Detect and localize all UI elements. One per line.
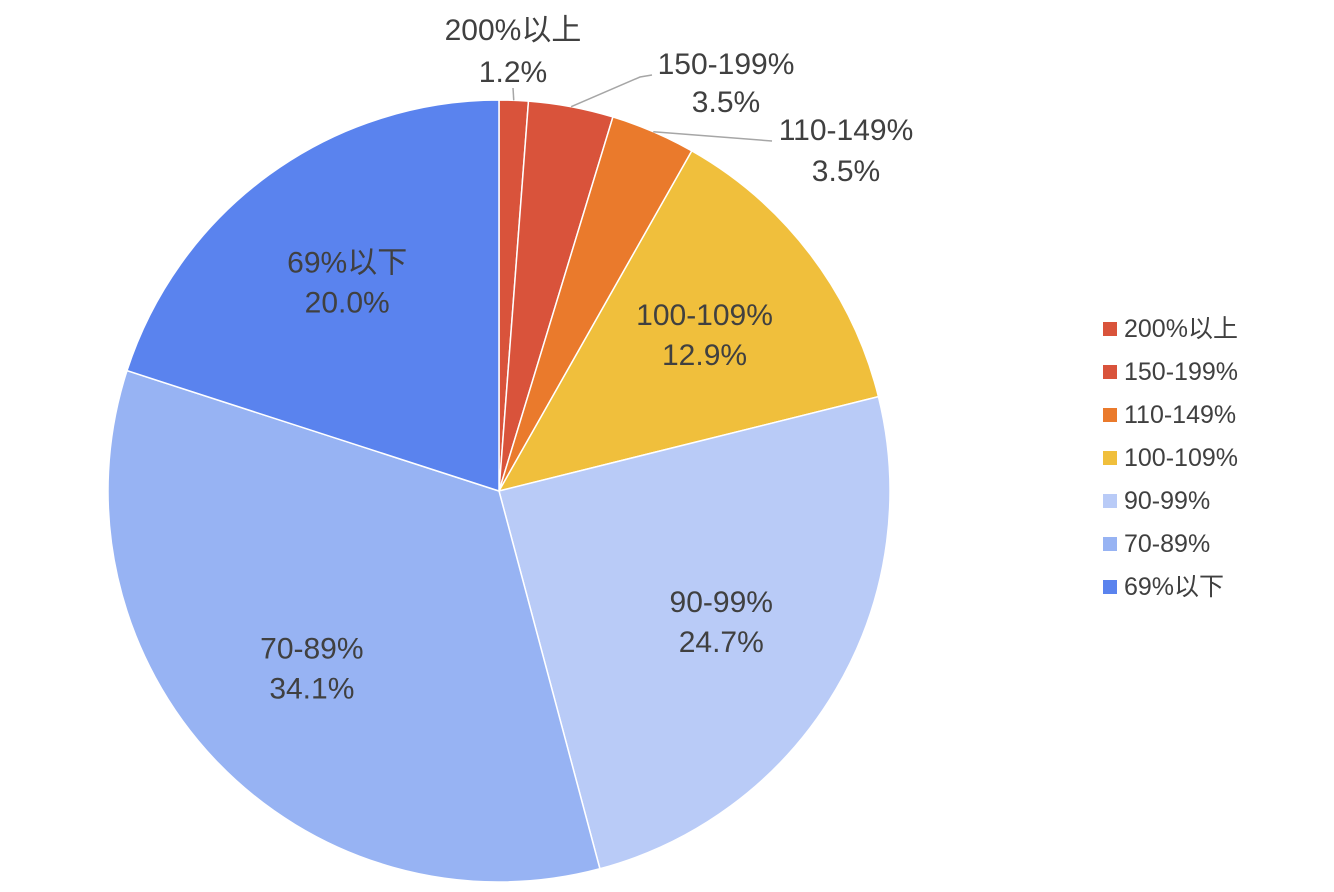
slice-label-category: 100-109% [636,299,773,332]
slice-label-value: 34.1% [269,673,354,706]
pie-slice-6 [107,369,601,883]
leader-line-3 [653,130,773,142]
slice-labels: 200%以上 1.2% 150-199% 3.5% 110-149% 3.5% 100-10… [260,14,913,706]
slice-label-category: 90-99% [670,586,773,619]
pie-slices [107,99,891,883]
slice-label-category: 150-199% [658,48,795,81]
legend-swatch [1103,494,1117,508]
slice-label-value: 3.5% [812,155,880,188]
slice-label-category: 69%以下 [287,246,407,279]
slice-label-value: 20.0% [305,286,390,319]
slice-label-category: 200%以上 [445,14,582,47]
leader-line-2 [570,74,653,108]
legend-swatch [1103,451,1117,465]
legend-swatch [1103,580,1117,594]
legend-swatch [1103,322,1117,336]
leader-lines [512,74,773,142]
pie-slice-5 [498,395,891,870]
leader-line-1 [512,87,515,101]
legend-swatch [1103,408,1117,422]
pie-slice-7 [126,99,500,493]
legend-label: 200%以上 [1124,315,1238,343]
legend-label: 100-109% [1124,444,1238,472]
legend-swatch [1103,537,1117,551]
legend-label: 110-149% [1124,401,1236,429]
slice-label-category: 110-149% [779,114,914,147]
slice-label-value: 24.7% [679,626,764,659]
slice-label-value: 12.9% [662,339,747,372]
legend: 200%以上 150-199% 110-149% 100-109% 90-99% 70-8… [1103,315,1238,601]
pie-slice-4 [497,149,880,493]
slice-label-value: 1.2% [479,56,547,89]
legend-label: 69%以下 [1124,573,1224,601]
legend-swatch [1103,365,1117,379]
legend-label: 70-89% [1124,530,1210,558]
legend-label: 150-199% [1124,358,1238,386]
slice-label-category: 70-89% [260,633,363,666]
legend-label: 90-99% [1124,487,1210,515]
slice-label-value: 3.5% [692,86,760,119]
